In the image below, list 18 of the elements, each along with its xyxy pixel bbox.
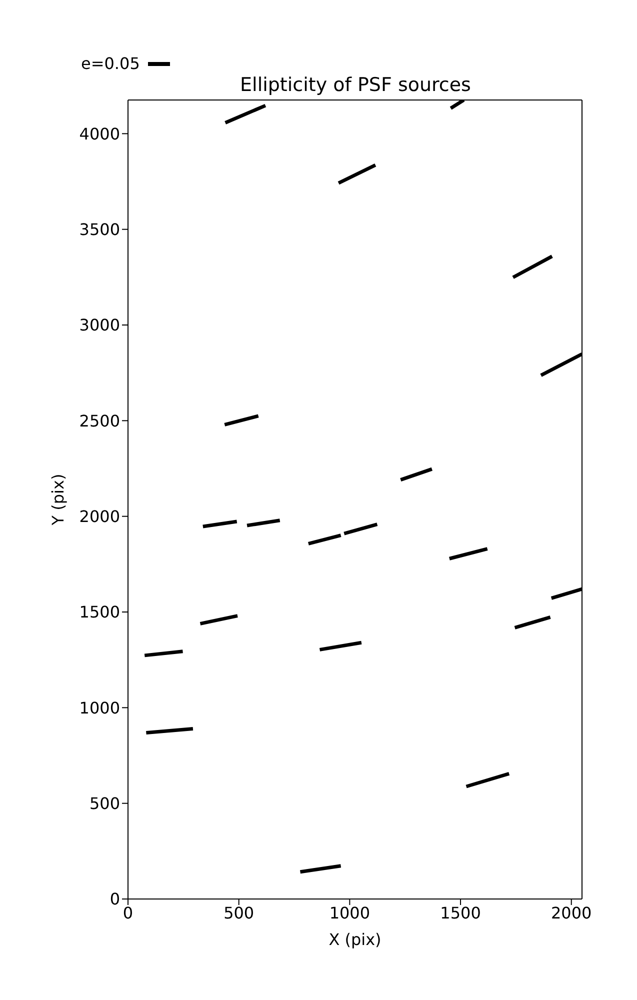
x-tick-label: 2000: [551, 903, 592, 922]
x-tick-label: 1000: [329, 903, 370, 922]
legend-label: e=0.05: [81, 54, 140, 73]
y-tick-label: 2000: [79, 507, 120, 526]
y-tick-label: 3000: [79, 316, 120, 335]
y-tick-label: 3500: [79, 220, 120, 240]
x-axis-title: X (pix): [328, 930, 382, 949]
y-tick-label: 500: [89, 794, 120, 814]
y-tick-label: 1500: [79, 602, 120, 622]
x-tick-label: 0: [122, 903, 134, 922]
y-tick-label: 0: [110, 890, 120, 909]
y-tick-label: 1000: [79, 698, 120, 718]
chart-title: Ellipticity of PSF sources: [239, 74, 472, 96]
x-tick-label: 1500: [440, 903, 481, 922]
y-tick-label: 2500: [79, 411, 120, 430]
y-axis-title: Y (pix): [48, 474, 68, 526]
x-tick-label: 500: [224, 903, 254, 922]
y-tick-label: 4000: [79, 124, 120, 144]
